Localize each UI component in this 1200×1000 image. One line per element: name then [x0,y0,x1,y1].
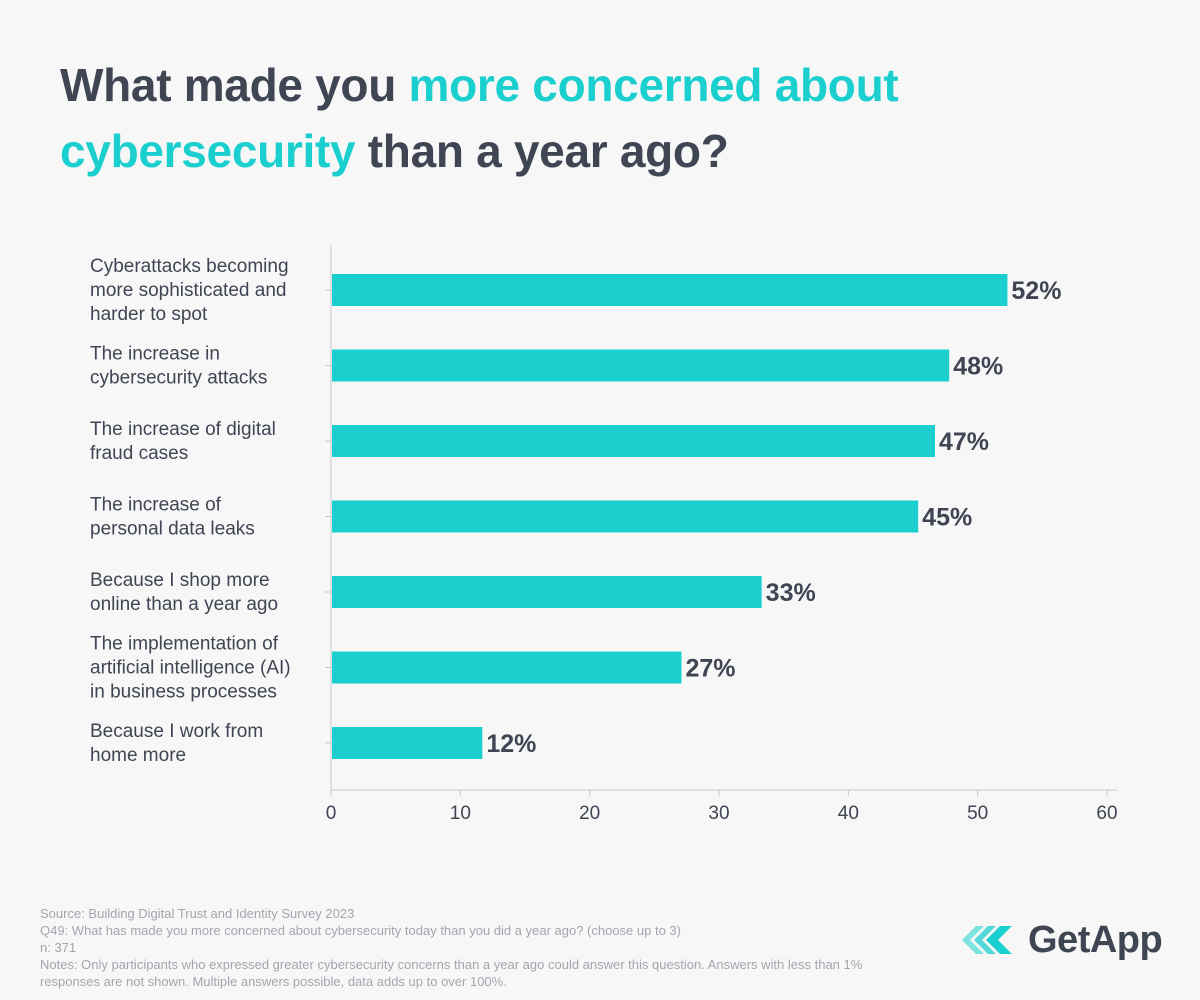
category-label-line: online than a year ago [90,594,278,615]
bar [332,727,483,759]
category-label-line: The implementation of [90,634,279,655]
x-tick-label: 10 [450,803,471,824]
x-tick-label: 60 [1096,803,1117,824]
data-label: 52% [1011,277,1061,305]
bar [332,651,682,684]
x-tick-label: 20 [579,803,600,824]
chart-title: What made you more concerned about cyber… [60,52,1160,184]
category-label: Cyberattacks becoming more sophisticated … [90,256,289,325]
getapp-chevrons-icon [962,926,1012,954]
category-label-line: The increase of [90,495,222,516]
category-label: The increase in cybersecurity attacks [90,344,267,389]
category-label: The increase of digital fraud cases [90,419,276,464]
category-label-line: Because I work from [90,721,263,742]
footer-sample-size: n: 371 [40,940,77,955]
data-label: 47% [939,428,989,456]
category-label-line: cybersecurity attacks [90,368,267,389]
title-highlight: more concerned about cybersecurity [60,59,899,177]
category-label-line: home more [90,745,186,766]
category-label: Because I shop more online than a year ag… [90,570,278,615]
footer-notes: Notes: Only participants who expressed g… [40,957,863,989]
title-part-1: What made you [60,59,409,111]
bar-chart: 0 10 20 30 40 50 60 52% Cyberattacks becoming mor… [90,245,1118,824]
category-label: The implementation of artificial intellig… [90,634,291,703]
bar [332,500,919,533]
x-tick-label: 30 [708,803,729,824]
getapp-logo-text: GetApp [1028,918,1163,961]
getapp-logo: GetApp [962,918,1163,962]
category-label: The increase of personal data leaks [90,495,255,540]
x-tick-label: 40 [838,803,859,824]
chart-footer: Source: Building Digital Trust and Ident… [40,905,880,990]
x-tick-label: 50 [967,803,988,824]
x-tick-label: 0 [326,803,337,824]
bar [332,349,950,382]
category-label-line: Because I shop more [90,570,270,591]
data-label: 48% [953,353,1003,381]
footer-question: Q49: What has made you more concerned ab… [40,923,681,938]
category-label-line: harder to spot [90,304,208,325]
category-label-line: more sophisticated and [90,280,286,301]
category-label-line: The increase in [90,344,220,365]
category-label-line: in business processes [90,682,277,703]
footer-source: Source: Building Digital Trust and Ident… [40,906,355,921]
category-label-line: artificial intelligence (AI) [90,658,291,679]
data-label: 12% [486,730,536,758]
bar [332,425,935,457]
data-label: 45% [922,504,972,532]
bar [332,274,1008,306]
category-label-line: The increase of digital [90,419,276,440]
data-label: 27% [685,655,735,683]
category-label-line: personal data leaks [90,519,255,540]
category-label-line: Cyberattacks becoming [90,256,289,277]
category-label-line: fraud cases [90,443,188,464]
data-label: 33% [766,579,816,607]
title-part-2: than a year ago? [355,125,729,177]
category-label: Because I work from home more [90,721,263,766]
bar [332,576,762,608]
